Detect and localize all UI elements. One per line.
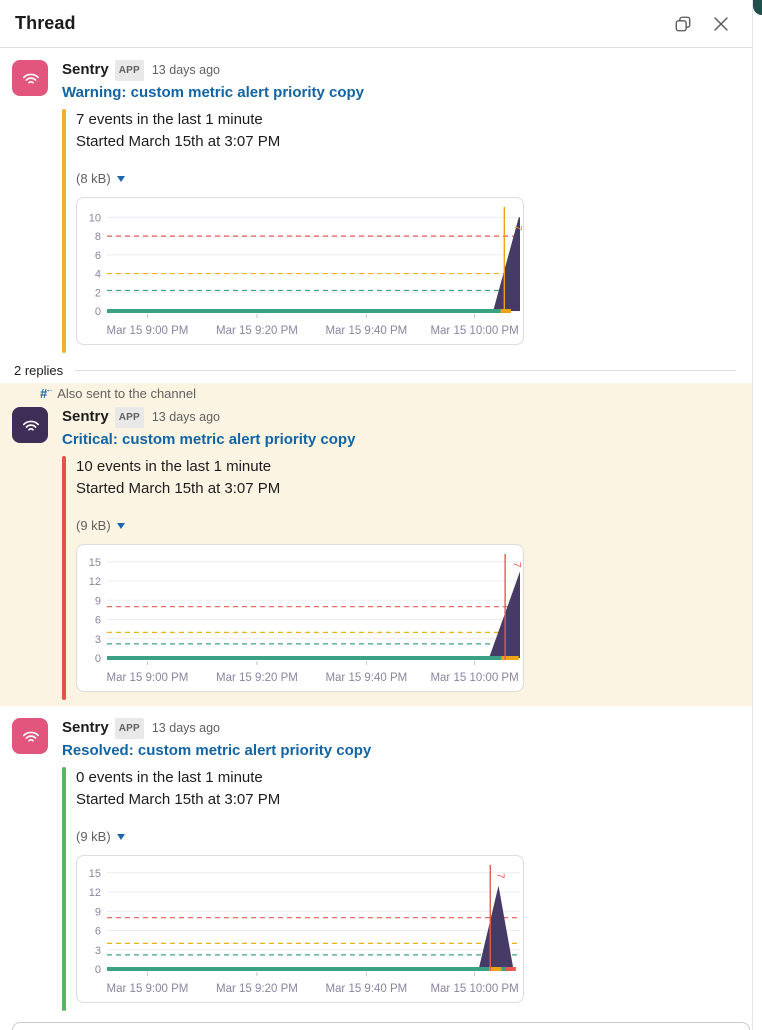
svg-text:7: 7 <box>511 562 522 568</box>
sentry-logo-icon <box>22 73 40 84</box>
also-sent-row: # ← Also sent to the channel <box>0 383 752 401</box>
svg-text:Mar 15 9:00 PM: Mar 15 9:00 PM <box>107 325 189 337</box>
svg-text:15: 15 <box>89 868 101 880</box>
window-corner-accent <box>753 0 762 15</box>
svg-text:9: 9 <box>95 906 101 918</box>
app-badge: APP <box>114 60 144 81</box>
close-icon[interactable] <box>706 9 736 39</box>
attachment-size-label: (9 kB) <box>76 828 111 844</box>
caret-down-icon <box>116 523 125 529</box>
started-text: Started March 15th at 3:07 PM <box>76 480 281 497</box>
sentry-avatar[interactable] <box>12 718 48 754</box>
highlighted-reply-group: # ← Also sent to the channel <box>0 383 752 706</box>
svg-text:Mar 15 9:40 PM: Mar 15 9:40 PM <box>325 672 407 684</box>
caret-down-icon <box>116 176 125 182</box>
sentry-logo-icon <box>22 420 40 431</box>
sender-name[interactable]: Sentry <box>62 719 109 736</box>
attachment: 0 events in the last 1 minute Started Ma… <box>62 767 736 1011</box>
attachment-accent-bar <box>62 109 66 353</box>
svg-text:Mar 15 9:20 PM: Mar 15 9:20 PM <box>216 983 298 995</box>
attachment-size-toggle[interactable]: (9 kB) <box>76 827 125 845</box>
page-title: Thread <box>15 13 76 33</box>
svg-text:Mar 15 9:40 PM: Mar 15 9:40 PM <box>325 983 407 995</box>
svg-text:15: 15 <box>89 557 101 569</box>
svg-text:Mar 15 9:20 PM: Mar 15 9:20 PM <box>216 325 298 337</box>
timestamp[interactable]: 13 days ago <box>151 410 220 424</box>
sentry-avatar[interactable] <box>12 60 48 96</box>
metric-chart-image[interactable]: 0 3 6 9 12 15 7 Mar 15 9:00 PM Mar 15 9:20 PM Mar… <box>76 544 524 692</box>
events-count-text: 7 events in the last 1 minute <box>76 111 263 128</box>
svg-text:12: 12 <box>89 887 101 899</box>
svg-text:Mar 15 9:40 PM: Mar 15 9:40 PM <box>325 325 407 337</box>
alert-title-link[interactable]: Critical: custom metric alert priority c… <box>62 431 356 448</box>
attachment-size-toggle[interactable]: (8 kB) <box>76 169 125 187</box>
hash-arrow-icon: # ← <box>40 383 55 401</box>
replies-count: 2 replies <box>14 363 64 378</box>
thread-messages: Sentry APP 13 days ago Warning: custom m… <box>0 48 752 1011</box>
sender-name[interactable]: Sentry <box>62 408 109 425</box>
svg-text:Mar 15 10:00 PM: Mar 15 10:00 PM <box>430 672 518 684</box>
events-count-text: 10 events in the last 1 minute <box>76 458 272 475</box>
attachment-accent-bar <box>62 767 66 1011</box>
svg-text:6: 6 <box>95 250 101 262</box>
events-count-text: 0 events in the last 1 minute <box>76 769 263 786</box>
alert-title-link[interactable]: Resolved: custom metric alert priority c… <box>62 742 372 759</box>
svg-text:Mar 15 9:00 PM: Mar 15 9:00 PM <box>107 672 189 684</box>
attachment-accent-bar <box>62 456 66 700</box>
sentry-avatar[interactable] <box>12 407 48 443</box>
timestamp[interactable]: 13 days ago <box>151 721 220 735</box>
svg-text:0: 0 <box>95 964 101 976</box>
svg-text:10: 10 <box>89 212 101 224</box>
attachment: 10 events in the last 1 minute Started M… <box>62 456 736 700</box>
message-resolved: Sentry APP 13 days ago Resolved: custom … <box>0 706 752 1011</box>
timestamp[interactable]: 13 days ago <box>151 63 220 77</box>
attachment-size-toggle[interactable]: (9 kB) <box>76 516 125 534</box>
alert-title-link[interactable]: Warning: custom metric alert priority co… <box>62 84 364 101</box>
svg-text:12: 12 <box>89 576 101 588</box>
attachment-size-label: (8 kB) <box>76 170 111 186</box>
caret-down-icon <box>116 834 125 840</box>
svg-text:8: 8 <box>95 231 101 243</box>
sentry-logo-icon <box>22 731 40 742</box>
svg-text:Mar 15 10:00 PM: Mar 15 10:00 PM <box>430 983 518 995</box>
message-input[interactable] <box>12 1022 750 1030</box>
svg-text:2: 2 <box>95 287 101 299</box>
svg-text:Mar 15 9:20 PM: Mar 15 9:20 PM <box>216 672 298 684</box>
also-sent-label: Also sent to the channel <box>57 385 196 401</box>
metric-chart-image[interactable]: 0 2 4 6 8 10 7 Mar 15 9:00 PM Mar 15 9:20 PM Mar … <box>76 197 524 345</box>
thread-header: Thread <box>0 0 752 48</box>
svg-text:4: 4 <box>95 269 101 281</box>
svg-text:7: 7 <box>495 873 506 879</box>
attachment: 7 events in the last 1 minute Started Ma… <box>62 109 736 353</box>
attachment-size-label: (9 kB) <box>76 517 111 533</box>
svg-text:0: 0 <box>95 653 101 665</box>
message-critical: Sentry APP 13 days ago Critical: custom … <box>0 401 752 700</box>
sender-name[interactable]: Sentry <box>62 61 109 78</box>
divider-line <box>75 370 736 371</box>
metric-chart-image[interactable]: 0 3 6 9 12 15 7 Mar 15 9:00 PM Mar 15 9:20 PM Mar… <box>76 855 524 1003</box>
svg-text:6: 6 <box>95 615 101 627</box>
message-warning: Sentry APP 13 days ago Warning: custom m… <box>0 48 752 353</box>
svg-text:9: 9 <box>95 595 101 607</box>
svg-text:Mar 15 9:00 PM: Mar 15 9:00 PM <box>107 983 189 995</box>
app-badge: APP <box>114 718 144 739</box>
started-text: Started March 15th at 3:07 PM <box>76 133 281 150</box>
replies-divider: 2 replies <box>14 363 736 378</box>
svg-text:7: 7 <box>512 225 523 231</box>
svg-text:3: 3 <box>95 945 101 957</box>
svg-text:Mar 15 10:00 PM: Mar 15 10:00 PM <box>430 325 518 337</box>
open-in-new-window-icon[interactable] <box>668 9 698 39</box>
svg-text:0: 0 <box>95 306 101 318</box>
svg-text:6: 6 <box>95 926 101 938</box>
app-badge: APP <box>114 407 144 428</box>
started-text: Started March 15th at 3:07 PM <box>76 791 281 808</box>
svg-text:3: 3 <box>95 634 101 646</box>
